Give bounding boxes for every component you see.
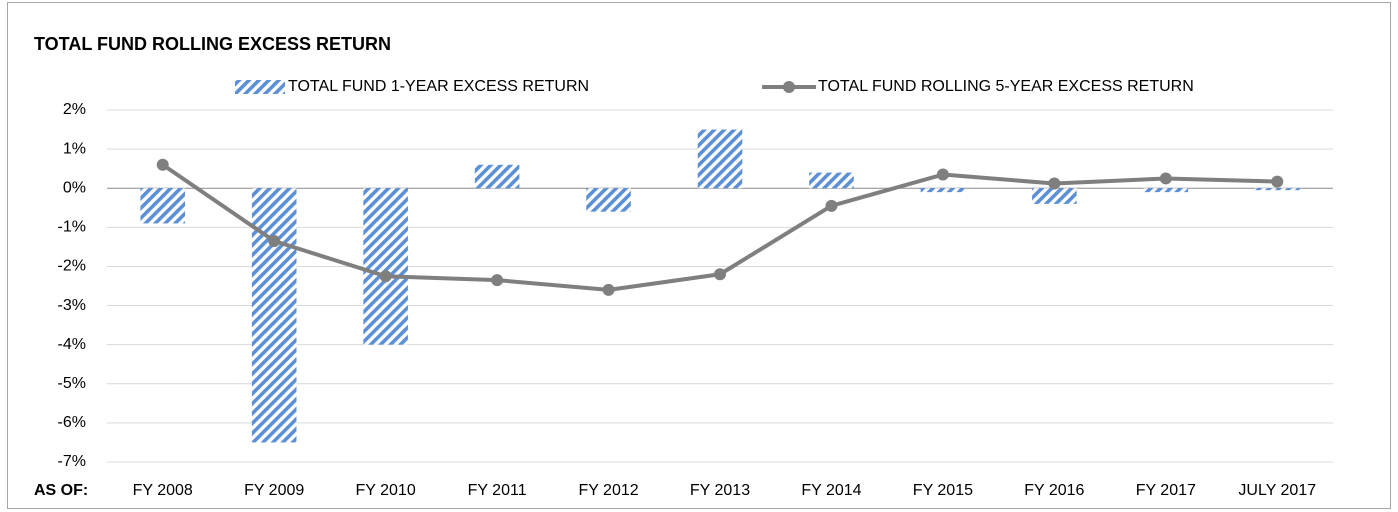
x-tick-label: FY 2016 [1024, 482, 1084, 499]
line-marker [1159, 172, 1172, 185]
chart-title: TOTAL FUND ROLLING EXCESS RETURN [34, 34, 391, 54]
line-marker [491, 274, 504, 287]
x-tick-label: FY 2017 [1136, 482, 1196, 499]
y-tick-label: 1% [63, 140, 86, 157]
y-tick-label: -5% [58, 375, 86, 392]
line-marker [379, 270, 392, 283]
bar [1254, 188, 1300, 191]
y-tick-label: -2% [58, 258, 86, 275]
legend-marker [783, 81, 795, 93]
x-tick-label: FY 2010 [356, 482, 416, 499]
bar [1032, 188, 1077, 204]
line-marker [714, 268, 726, 281]
bar [586, 188, 631, 212]
y-tick-label: -4% [58, 336, 86, 353]
y-tick-label: -1% [58, 219, 86, 236]
bar [697, 129, 743, 189]
bar [920, 188, 966, 193]
bar [251, 188, 297, 443]
bar [474, 164, 520, 189]
x-tick-label: FY 2008 [133, 482, 193, 499]
y-tick-label: 2% [63, 101, 86, 118]
bar [363, 188, 408, 345]
x-tick-label: JULY 2017 [1238, 482, 1316, 499]
line-marker [602, 283, 615, 296]
bar [809, 172, 854, 189]
legend-swatch [235, 80, 285, 94]
x-tick-label: FY 2013 [690, 482, 750, 499]
line-marker [825, 199, 838, 212]
x-tick-label: FY 2009 [244, 482, 304, 499]
bar [1143, 188, 1189, 193]
x-tick-label: FY 2015 [913, 482, 973, 499]
y-tick-label: -6% [58, 414, 86, 431]
legend-label: TOTAL FUND 1-YEAR EXCESS RETURN [288, 78, 589, 95]
x-tick-label: FY 2012 [578, 482, 638, 499]
legend-label: TOTAL FUND ROLLING 5-YEAR EXCESS RETURN [818, 78, 1194, 95]
y-tick-label: 0% [63, 179, 86, 196]
y-tick-label: -7% [58, 453, 86, 470]
line-marker [156, 158, 169, 171]
line-marker [1271, 175, 1284, 188]
x-tick-label: FY 2014 [801, 482, 861, 499]
line-marker [1048, 177, 1061, 190]
line-marker [268, 235, 281, 248]
x-axis-label: AS OF: [34, 482, 88, 499]
y-tick-label: -3% [58, 297, 86, 314]
bar [140, 188, 186, 224]
line-marker [936, 168, 949, 181]
x-tick-label: FY 2011 [468, 482, 527, 499]
